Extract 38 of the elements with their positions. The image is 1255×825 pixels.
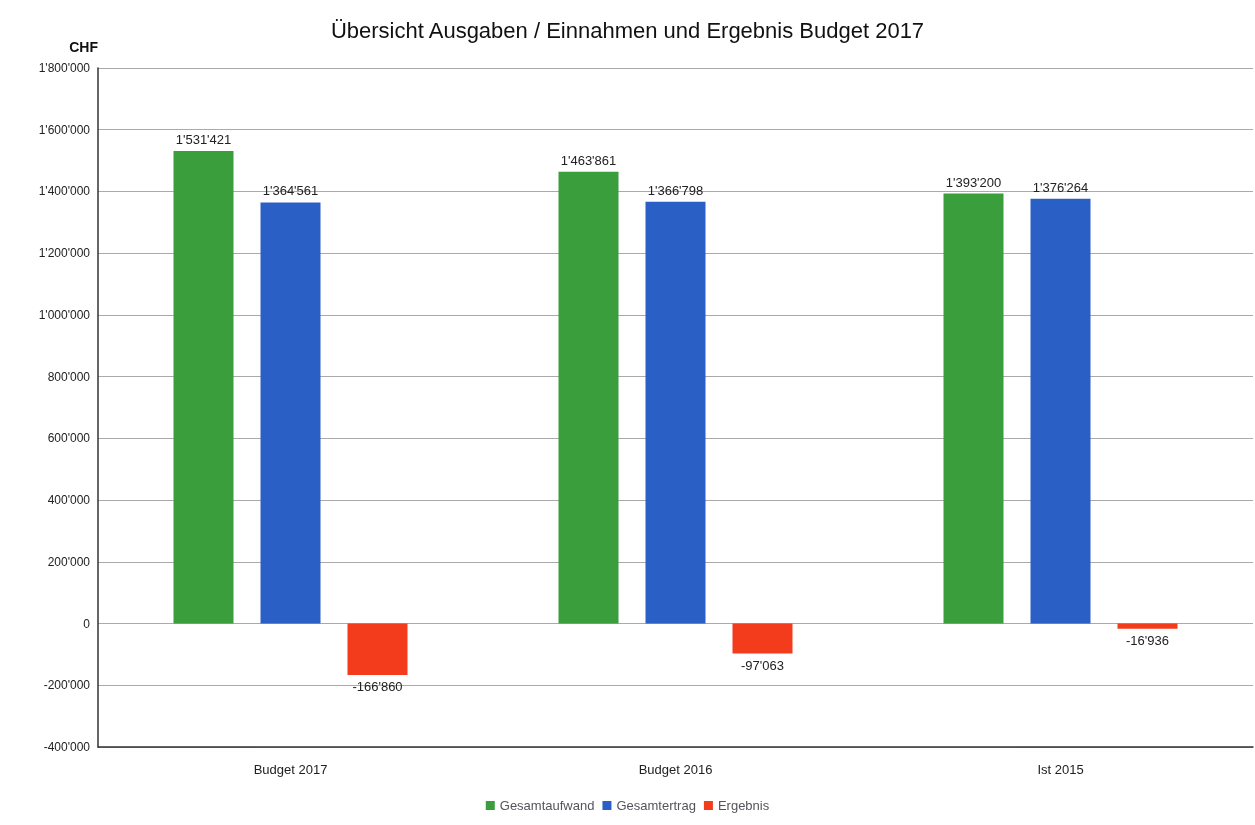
y-tick-label: 1'800'000 [38, 61, 91, 75]
x-tick-label: Budget 2016 [638, 762, 713, 777]
bar [645, 201, 706, 624]
data-label: -16'936 [1126, 632, 1169, 648]
bar [732, 623, 793, 654]
data-label: 1'364'561 [262, 183, 319, 199]
y-tick-label: -400'000 [43, 740, 91, 754]
bar [943, 193, 1004, 624]
bar [1030, 198, 1091, 624]
bar [1117, 623, 1178, 629]
y-axis-title: CHF [69, 39, 99, 55]
data-label: -166'860 [352, 679, 403, 695]
y-tick-label: 600'000 [47, 431, 91, 446]
y-tick-label: 1'600'000 [38, 122, 91, 137]
data-label: 1'531'421 [175, 131, 232, 147]
y-tick-label: 1'000'000 [38, 307, 91, 322]
chart-title: Übersicht Ausgaben / Einnahmen und Ergebnis Budget 2017 [330, 17, 925, 43]
y-tick-label: -200'000 [43, 678, 91, 693]
y-tick-label: 400'000 [47, 493, 91, 508]
y-tick-label: 0 [83, 616, 91, 631]
y-tick-label: 1'200'000 [38, 246, 91, 261]
data-label: 1'463'861 [560, 152, 617, 168]
bar [347, 623, 408, 676]
data-label: 1'376'264 [1032, 179, 1089, 195]
legend-label: Gesamtertrag [616, 798, 696, 813]
y-tick-label: 200'000 [47, 554, 91, 569]
data-label: 1'366'798 [647, 182, 704, 198]
bar [558, 171, 619, 624]
data-label: -97'063 [741, 657, 784, 673]
legend-label: Gesamtaufwand [499, 798, 595, 813]
y-tick-label: 800'000 [47, 369, 91, 384]
x-tick-label: Ist 2015 [1037, 762, 1084, 777]
data-label: 1'393'200 [945, 174, 1002, 190]
legend-label: Ergebnis [717, 798, 770, 813]
x-tick-label: Budget 2017 [253, 762, 328, 777]
bar [260, 202, 321, 624]
bar [173, 150, 234, 624]
y-tick-label: 1'400'000 [38, 184, 91, 199]
